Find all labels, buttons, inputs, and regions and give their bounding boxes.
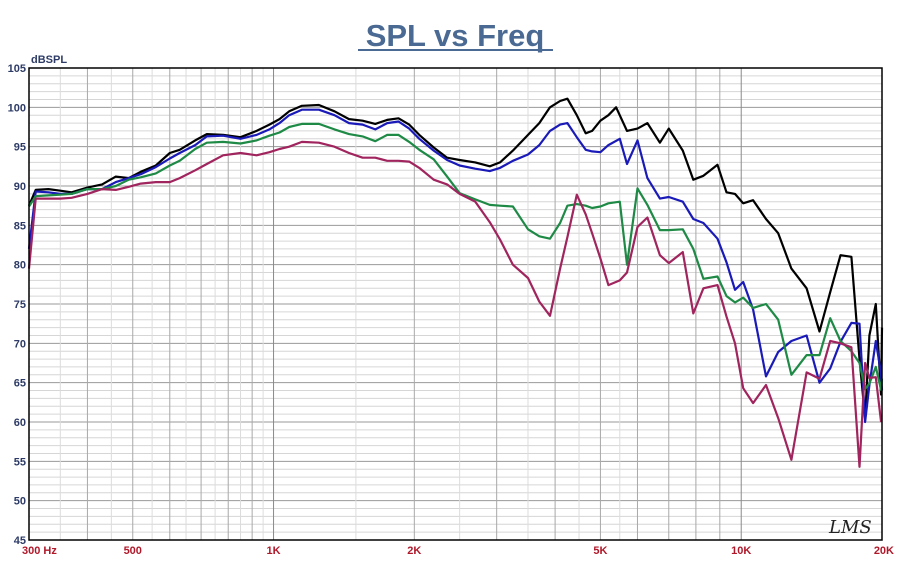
- y-tick-label: 45: [14, 535, 26, 547]
- y-tick-label: 70: [14, 338, 26, 350]
- x-tick-label: 1K: [267, 545, 281, 557]
- y-tick-label: 95: [14, 142, 26, 154]
- series-lines: [27, 97, 884, 468]
- y-tick-label: 100: [8, 102, 26, 114]
- x-tick-label: 300 Hz: [22, 545, 57, 557]
- y-tick-label: 105: [8, 63, 26, 75]
- x-tick-label: 20K: [874, 545, 894, 557]
- x-axis-ticks: 300 Hz 500 1K 2K 5K 10K 20K: [22, 545, 894, 557]
- y-tick-label: 60: [14, 417, 26, 429]
- y-axis-label: dBSPL: [31, 54, 67, 66]
- series-line-2: [27, 108, 884, 424]
- plot-grid: [28, 67, 883, 541]
- series-line-1: [27, 97, 884, 420]
- x-tick-label: 5K: [593, 545, 607, 557]
- x-tick-label: 500: [124, 545, 142, 557]
- x-tick-label: 2K: [407, 545, 421, 557]
- y-tick-label: 75: [14, 299, 26, 311]
- y-tick-label: 90: [14, 181, 26, 193]
- y-tick-label: 65: [14, 378, 26, 390]
- y-tick-label: 50: [14, 496, 26, 508]
- series-line-3: [28, 122, 884, 391]
- lms-logo-text: LMS: [828, 517, 872, 538]
- x-tick-label: 10K: [731, 545, 751, 557]
- y-tick-label: 55: [14, 456, 26, 468]
- y-tick-label: 85: [14, 220, 26, 232]
- series-line-4: [27, 140, 883, 468]
- y-tick-label: 80: [14, 260, 26, 272]
- plot-frame: [28, 67, 883, 541]
- chart-title: SPL vs Freq: [366, 18, 545, 53]
- y-axis-ticks: 45 50 55 60 65 70 75 80 85 90 95 100 105: [8, 63, 26, 547]
